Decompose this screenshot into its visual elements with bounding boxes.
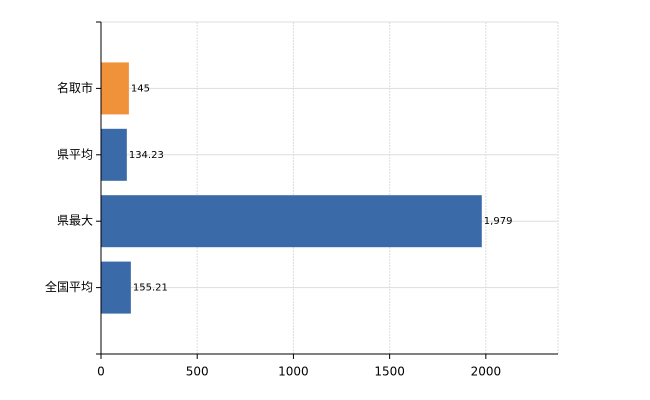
x-tick-label: 500 xyxy=(186,365,209,379)
x-tick-label: 0 xyxy=(97,365,105,379)
y-tick-label: 名取市 xyxy=(57,80,93,95)
y-tick-label: 県最大 xyxy=(57,214,93,228)
value-label: 134.23 xyxy=(129,150,164,161)
bar xyxy=(101,195,482,248)
bar xyxy=(101,62,129,115)
y-tick-label: 全国平均 xyxy=(45,279,93,294)
value-label: 1,979 xyxy=(484,216,513,227)
x-tick-label: 2000 xyxy=(471,365,502,379)
value-label: 145 xyxy=(131,83,150,94)
x-tick-label: 1000 xyxy=(278,365,309,379)
bar xyxy=(101,128,127,181)
bar xyxy=(101,261,131,314)
value-label: 155.21 xyxy=(133,283,168,294)
y-tick-label: 県平均 xyxy=(57,147,93,161)
x-tick-label: 1500 xyxy=(374,365,405,379)
